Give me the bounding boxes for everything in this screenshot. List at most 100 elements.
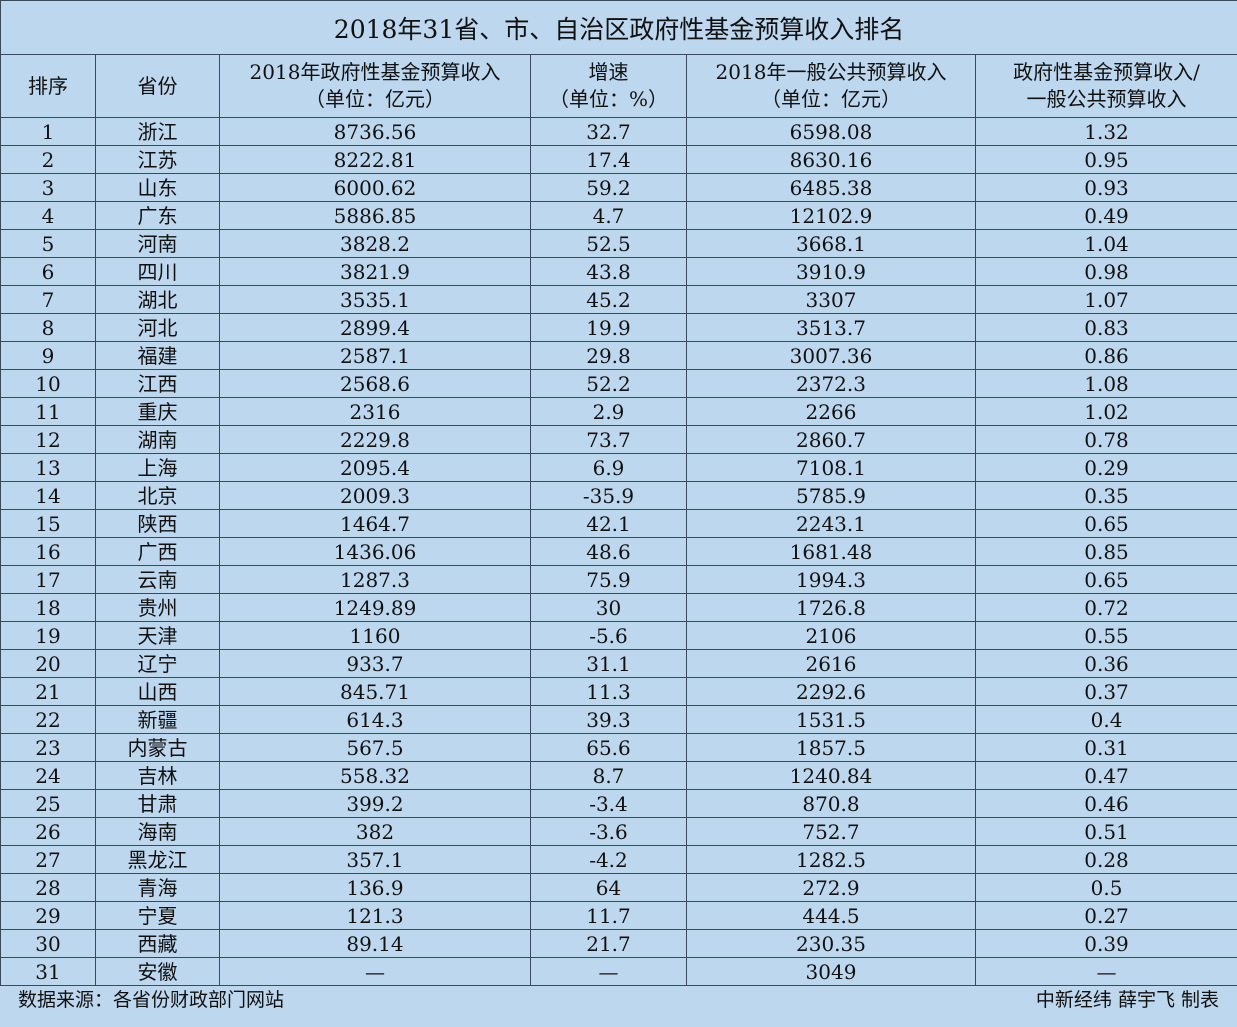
table-row: 21 山西 845.71 11.3 2292.6 0.37 — [0, 677, 1237, 706]
cell-ratio: 0.98 — [974, 257, 1237, 286]
cell-growth: 11.3 — [530, 677, 687, 706]
cell-ratio: 0.86 — [974, 341, 1237, 370]
cell-province: 上海 — [95, 453, 220, 482]
table-row: 20 辽宁 933.7 31.1 2616 0.36 — [0, 649, 1237, 678]
cell-fund-revenue: 399.2 — [219, 789, 531, 818]
cell-province: 福建 — [95, 341, 220, 370]
cell-province: 贵州 — [95, 593, 220, 622]
cell-general-revenue: 3307 — [686, 285, 976, 314]
cell-fund-revenue: 933.7 — [219, 649, 531, 678]
table-row: 7 湖北 3535.1 45.2 3307 1.07 — [0, 285, 1237, 314]
cell-fund-revenue: 121.3 — [219, 901, 531, 930]
table-row: 27 黑龙江 357.1 -4.2 1282.5 0.28 — [0, 845, 1237, 874]
cell-growth: 52.5 — [530, 229, 687, 258]
cell-fund-revenue: 2095.4 — [219, 453, 531, 482]
cell-fund-revenue: 5886.85 — [219, 201, 531, 230]
cell-rank: 10 — [0, 369, 96, 398]
cell-province: 黑龙江 — [95, 845, 220, 874]
cell-ratio: 0.51 — [974, 817, 1237, 846]
data-source: 数据来源：各省份财政部门网站 — [18, 989, 285, 1011]
cell-fund-revenue: 6000.62 — [219, 173, 531, 202]
cell-general-revenue: 3007.36 — [686, 341, 976, 370]
table-row: 9 福建 2587.1 29.8 3007.36 0.86 — [0, 341, 1237, 370]
header-line1: 2018年政府性基金预算收入 — [249, 60, 501, 84]
table-row: 4 广东 5886.85 4.7 12102.9 0.49 — [0, 201, 1237, 230]
table-row: 24 吉林 558.32 8.7 1240.84 0.47 — [0, 761, 1237, 790]
header-line2: 一般公共预算收入 — [1026, 87, 1187, 111]
cell-general-revenue: 2616 — [686, 649, 976, 678]
cell-ratio: 0.28 — [974, 845, 1237, 874]
cell-ratio: 0.35 — [974, 481, 1237, 510]
ranking-table: 2018年31省、市、自治区政府性基金预算收入排名 排序 省份 2018年政府性基金… — [0, 0, 1237, 986]
cell-fund-revenue: 2899.4 — [219, 313, 531, 342]
cell-fund-revenue: 2229.8 — [219, 425, 531, 454]
cell-province: 北京 — [95, 481, 220, 510]
cell-fund-revenue: 1464.7 — [219, 509, 531, 538]
header-line2: （单位：亿元） — [305, 87, 445, 111]
cell-growth: 52.2 — [530, 369, 687, 398]
cell-growth: 17.4 — [530, 145, 687, 174]
cell-general-revenue: 12102.9 — [686, 201, 976, 230]
cell-general-revenue: 3668.1 — [686, 229, 976, 258]
cell-ratio: 1.08 — [974, 369, 1237, 398]
cell-growth: 21.7 — [530, 929, 687, 958]
cell-general-revenue: 1726.8 — [686, 593, 976, 622]
table-row: 25 甘肃 399.2 -3.4 870.8 0.46 — [0, 789, 1237, 818]
cell-growth: 11.7 — [530, 901, 687, 930]
cell-general-revenue: 6485.38 — [686, 173, 976, 202]
cell-ratio: 0.55 — [974, 621, 1237, 650]
cell-province: 四川 — [95, 257, 220, 286]
cell-general-revenue: 3910.9 — [686, 257, 976, 286]
cell-province: 广东 — [95, 201, 220, 230]
cell-growth: 29.8 — [530, 341, 687, 370]
cell-growth: 31.1 — [530, 649, 687, 678]
cell-general-revenue: 752.7 — [686, 817, 976, 846]
cell-growth: 59.2 — [530, 173, 687, 202]
cell-rank: 15 — [0, 509, 96, 538]
cell-ratio: 0.65 — [974, 509, 1237, 538]
cell-fund-revenue: 3535.1 — [219, 285, 531, 314]
cell-fund-revenue: 8222.81 — [219, 145, 531, 174]
cell-ratio: — — [974, 957, 1237, 986]
cell-province: 湖北 — [95, 285, 220, 314]
table-row: 31 安徽 — —3049— — [0, 957, 1237, 986]
header-ratio: 政府性基金预算收入/一般公共预算收入 — [974, 54, 1237, 118]
cell-fund-revenue: 558.32 — [219, 761, 531, 790]
cell-rank: 18 — [0, 593, 96, 622]
cell-rank: 6 — [0, 257, 96, 286]
cell-rank: 29 — [0, 901, 96, 930]
cell-ratio: 0.27 — [974, 901, 1237, 930]
cell-ratio: 0.39 — [974, 929, 1237, 958]
cell-province: 宁夏 — [95, 901, 220, 930]
cell-rank: 25 — [0, 789, 96, 818]
cell-fund-revenue: 382 — [219, 817, 531, 846]
cell-province: 辽宁 — [95, 649, 220, 678]
cell-rank: 12 — [0, 425, 96, 454]
cell-province: 重庆 — [95, 397, 220, 426]
cell-fund-revenue: 2316 — [219, 397, 531, 426]
cell-ratio: 1.32 — [974, 117, 1237, 146]
table-row: 23 内蒙古 567.5 65.6 1857.5 0.31 — [0, 733, 1237, 762]
header-rank: 排序 — [0, 54, 96, 118]
cell-general-revenue: 1681.48 — [686, 537, 976, 566]
table-row: 5 河南 3828.2 52.5 3668.1 1.04 — [0, 229, 1237, 258]
cell-general-revenue: 2106 — [686, 621, 976, 650]
table-row: 2 江苏 8222.81 17.4 8630.16 0.95 — [0, 145, 1237, 174]
cell-rank: 30 — [0, 929, 96, 958]
cell-rank: 20 — [0, 649, 96, 678]
cell-ratio: 1.07 — [974, 285, 1237, 314]
cell-rank: 22 — [0, 705, 96, 734]
cell-general-revenue: 8630.16 — [686, 145, 976, 174]
cell-general-revenue: 7108.1 — [686, 453, 976, 482]
cell-general-revenue: 1240.84 — [686, 761, 976, 790]
cell-ratio: 0.4 — [974, 705, 1237, 734]
cell-general-revenue: 3513.7 — [686, 313, 976, 342]
cell-fund-revenue: 2009.3 — [219, 481, 531, 510]
cell-fund-revenue: 3828.2 — [219, 229, 531, 258]
cell-fund-revenue: 136.9 — [219, 873, 531, 902]
cell-fund-revenue: — — [219, 957, 531, 986]
cell-rank: 27 — [0, 845, 96, 874]
cell-growth: 45.2 — [530, 285, 687, 314]
cell-growth: 19.9 — [530, 313, 687, 342]
cell-general-revenue: 2860.7 — [686, 425, 976, 454]
